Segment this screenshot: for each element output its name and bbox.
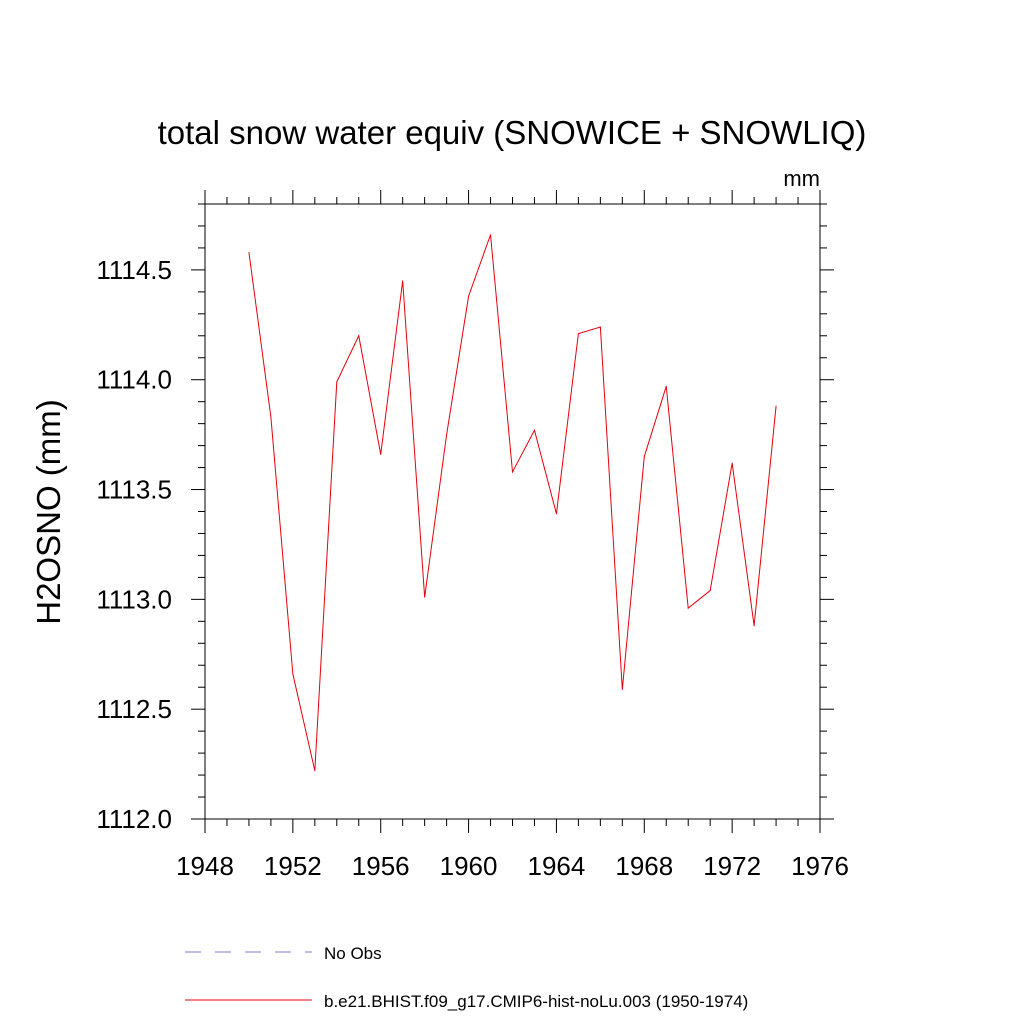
y-tick-label: 1112.0 [96, 804, 172, 834]
axis-ticks: 1948 1952 1956 1960 1964 1968 1972 1976 1112.0 11… [96, 190, 849, 881]
y-axis-label: H2OSNO (mm) [30, 399, 67, 625]
data-point [555, 513, 557, 515]
data-point [599, 326, 601, 328]
x-tick-label: 1972 [703, 851, 761, 881]
data-point [380, 453, 382, 455]
x-tick-label: 1956 [352, 851, 410, 881]
x-tick-label: 1960 [440, 851, 498, 881]
x-tick-label: 1964 [528, 851, 586, 881]
series-layer [248, 234, 777, 772]
data-point [512, 471, 513, 473]
data-point [468, 295, 470, 297]
legend-label: No Obs [324, 944, 382, 963]
data-point [336, 381, 338, 383]
data-point [446, 434, 448, 436]
x-tick-label: 1948 [176, 851, 234, 881]
legend-label: b.e21.BHIST.f09_g17.CMIP6-hist-noLu.003 … [324, 992, 748, 1011]
data-point [731, 462, 733, 464]
y-tick-label: 1114.5 [96, 255, 172, 285]
data-point [709, 590, 711, 592]
data-point [424, 596, 426, 598]
x-tick-label: 1952 [264, 851, 322, 881]
data-point [490, 234, 492, 236]
series-line [248, 234, 777, 771]
data-point [621, 688, 623, 690]
data-point [643, 456, 645, 458]
data-point [533, 429, 535, 431]
units-label: mm [783, 166, 820, 191]
data-point [687, 607, 689, 609]
chart-title: total snow water equiv (SNOWICE + SNOWLI… [158, 114, 867, 151]
plot-frame [204, 203, 821, 820]
data-point [402, 280, 404, 282]
y-tick-label: 1112.5 [96, 694, 172, 724]
data-point [248, 251, 250, 253]
x-tick-label: 1976 [791, 851, 849, 881]
data-point [314, 770, 316, 772]
data-point [577, 333, 579, 335]
data-point [775, 405, 777, 407]
legend: No Obs b.e21.BHIST.f09_g17.CMIP6-hist-noL… [185, 944, 748, 1011]
y-tick-label: 1113.0 [96, 584, 172, 614]
y-tick-label: 1114.0 [96, 365, 172, 395]
y-tick-label: 1113.5 [96, 475, 172, 505]
data-point [358, 335, 360, 337]
data-point [753, 625, 755, 627]
data-point [270, 416, 272, 418]
x-tick-label: 1968 [615, 851, 673, 881]
data-point [292, 673, 294, 675]
data-point [665, 385, 667, 387]
